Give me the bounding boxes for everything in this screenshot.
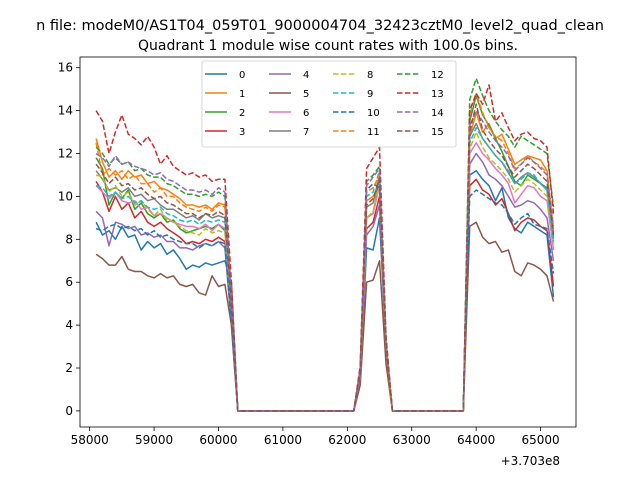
y-tick-label: 12 xyxy=(58,147,73,161)
x-tick-label: 64000 xyxy=(457,433,495,447)
y-tick-label: 4 xyxy=(65,318,73,332)
legend-label-13: 13 xyxy=(431,89,444,100)
legend-label-2: 2 xyxy=(239,108,245,119)
legend-label-10: 10 xyxy=(367,108,380,119)
legend-label-12: 12 xyxy=(431,70,444,81)
series-line-12 xyxy=(95,77,555,412)
y-axis-ticks: 0 2 4 6 8 10 12 14 16 xyxy=(58,61,80,418)
legend-label-11: 11 xyxy=(367,127,380,138)
legend-label-4: 4 xyxy=(303,70,309,81)
legend-frame xyxy=(201,60,457,148)
series-line-15 xyxy=(95,103,555,412)
chart-title: Quadrant 1 module wise count rates with … xyxy=(138,38,518,54)
x-tick-label: 61000 xyxy=(264,433,302,447)
x-tick-label: 65000 xyxy=(521,433,559,447)
legend-label-15: 15 xyxy=(431,127,444,138)
series-line-9 xyxy=(95,127,555,412)
y-tick-label: 2 xyxy=(65,361,73,375)
y-tick-label: 0 xyxy=(65,404,73,418)
legend-label-7: 7 xyxy=(303,127,309,138)
legend-label-6: 6 xyxy=(303,108,309,119)
x-axis-ticks: 58000 59000 60000 61000 62000 63000 64000 65000 xyxy=(71,427,560,447)
x-tick-label: 58000 xyxy=(71,433,109,447)
y-tick-label: 8 xyxy=(65,232,73,246)
suptitle: n file: modeM0/AS1T04_059T01_9000004704_… xyxy=(36,18,604,34)
x-tick-label: 62000 xyxy=(328,433,366,447)
y-tick-label: 6 xyxy=(65,275,73,289)
x-tick-label: 59000 xyxy=(135,433,173,447)
x-tick-label: 63000 xyxy=(393,433,431,447)
legend-label-5: 5 xyxy=(303,89,309,100)
legend-label-0: 0 xyxy=(239,70,245,81)
legend-label-1: 1 xyxy=(239,89,245,100)
x-offset-text: +3.703e8 xyxy=(501,454,560,468)
legend-label-9: 9 xyxy=(367,89,373,100)
legend-label-3: 3 xyxy=(239,127,245,138)
legend-label-14: 14 xyxy=(431,108,444,119)
series-lines xyxy=(95,77,555,412)
plot-frame xyxy=(79,56,577,428)
x-tick-label: 60000 xyxy=(199,433,237,447)
y-tick-label: 10 xyxy=(58,189,73,203)
legend-label-8: 8 xyxy=(367,70,373,81)
y-tick-label: 16 xyxy=(58,61,73,75)
y-tick-label: 14 xyxy=(58,104,73,118)
